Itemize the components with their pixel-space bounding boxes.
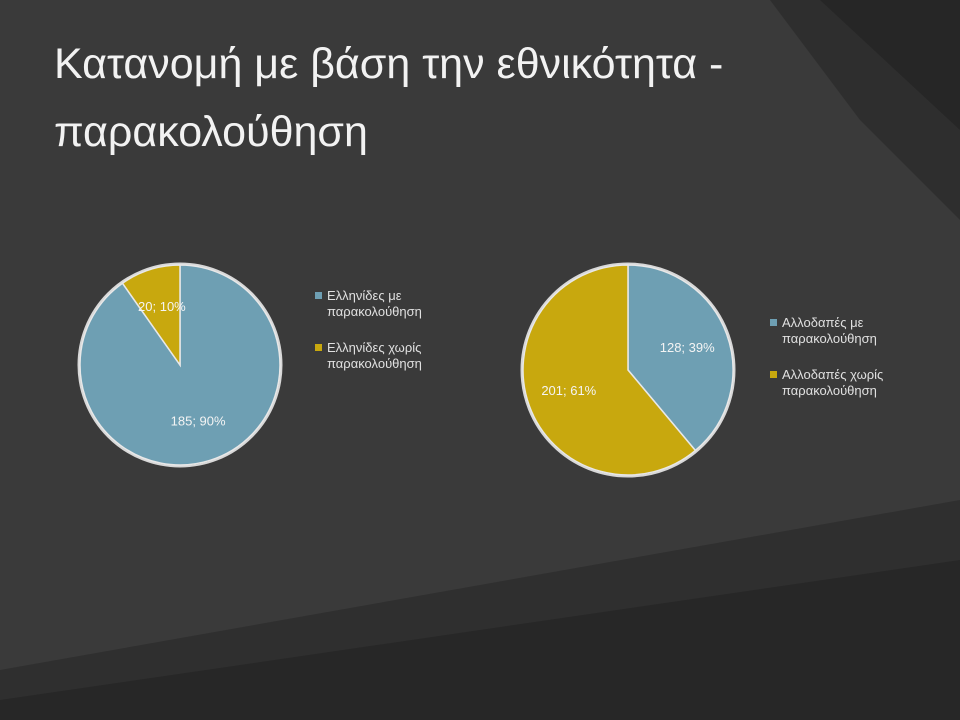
pie-slice — [522, 264, 697, 476]
legend-item: Αλλοδαπές με παρακολούθηση — [770, 315, 910, 347]
legend-label: Αλλοδαπές χωρίς παρακολούθηση — [782, 367, 884, 398]
legend-label: Αλλοδαπές με παρακολούθηση — [782, 315, 877, 346]
legend-label: Ελληνίδες χωρίς παρακολούθηση — [327, 340, 422, 371]
value-label: 201; 61% — [541, 383, 596, 398]
legend-label: Ελληνίδες με παρακολούθηση — [327, 288, 422, 319]
legend-key — [770, 371, 777, 378]
pie-rim — [77, 262, 283, 468]
value-label: 185; 90% — [171, 414, 226, 429]
pie-slice — [121, 264, 181, 368]
legend-key — [770, 319, 777, 326]
legend-item: Ελληνίδες με παρακολούθηση — [315, 288, 450, 320]
legend-key — [315, 292, 322, 299]
slide-title: Κατανομή με βάση την εθνικότητα - παρακο… — [54, 40, 724, 156]
legend-key — [315, 344, 322, 351]
value-label: 20; 10% — [138, 299, 186, 314]
legend-item: Ελληνίδες χωρίς παρακολούθηση — [315, 340, 450, 372]
legend-item: Αλλοδαπές χωρίς παρακολούθηση — [770, 367, 910, 399]
pie-rim — [520, 262, 736, 478]
legend: Αλλοδαπές με παρακολούθηση Αλλοδαπές χωρί… — [770, 315, 910, 419]
legend: Ελληνίδες με παρακολούθηση Ελληνίδες χωρί… — [315, 288, 450, 392]
pie-slice — [627, 264, 734, 452]
value-label: 128; 39% — [660, 340, 715, 355]
